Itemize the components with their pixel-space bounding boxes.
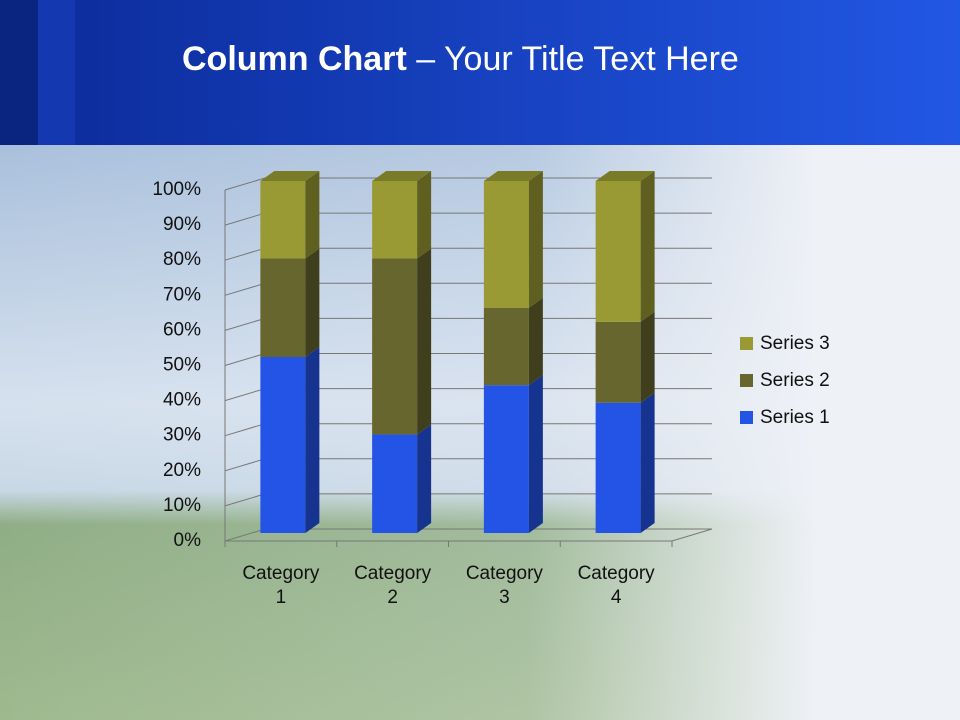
y-tick-label: 20%: [163, 460, 201, 481]
bar: [372, 171, 432, 259]
bar-side: [640, 311, 655, 403]
bar-side: [640, 171, 655, 322]
bar: [260, 248, 320, 357]
bar-side: [640, 392, 655, 533]
bar-front: [372, 434, 418, 533]
x-tick-label: Category 1: [242, 563, 320, 608]
bar: [483, 171, 543, 308]
bar: [595, 311, 655, 403]
bar-side: [417, 171, 432, 259]
bar: [595, 171, 655, 322]
legend-label: Series 1: [760, 407, 830, 428]
title-bold: Column Chart: [182, 40, 407, 78]
bar: [483, 297, 543, 386]
y-tick-label: 0%: [174, 530, 202, 551]
bar-front: [483, 181, 529, 308]
bar-front: [483, 307, 529, 386]
bar: [260, 171, 320, 259]
bar-top: [595, 171, 655, 181]
y-tick-label: 70%: [163, 284, 201, 305]
bar-side: [305, 347, 320, 533]
y-tick-label: 10%: [163, 495, 201, 516]
slide-title: Column Chart – Your Title Text Here: [182, 40, 739, 79]
bar-front: [372, 258, 418, 435]
x-tick-label: Category 4: [577, 563, 655, 608]
bar-front: [595, 181, 641, 322]
bar-top: [483, 171, 543, 181]
bar-side: [417, 424, 432, 533]
bar-side: [417, 248, 432, 435]
bar-front: [595, 402, 641, 533]
bar: [260, 347, 320, 533]
legend-swatch: [740, 337, 753, 350]
legend-label: Series 3: [760, 333, 830, 354]
bar-side: [305, 248, 320, 357]
bar: [372, 424, 432, 533]
y-tick-label: 30%: [163, 425, 201, 446]
y-tick-label: 100%: [152, 179, 201, 200]
bar-front: [260, 181, 306, 259]
bar-front: [372, 181, 418, 259]
bar-side: [528, 297, 543, 386]
title-rest: – Your Title Text Here: [416, 40, 739, 78]
x-tick-label: Category 3: [465, 563, 543, 608]
y-tick-label: 90%: [163, 214, 201, 235]
bar-side: [305, 171, 320, 259]
bar-top: [372, 171, 432, 181]
legend-label: Series 2: [760, 370, 830, 391]
legend-swatch: [740, 374, 753, 387]
bar: [483, 375, 543, 533]
y-tick-label: 80%: [163, 249, 201, 270]
y-tick-label: 60%: [163, 319, 201, 340]
bar-front: [595, 321, 641, 403]
bar-side: [528, 375, 543, 533]
bar-top: [260, 171, 320, 181]
bar-front: [260, 357, 306, 533]
bar-front: [483, 385, 529, 533]
legend-swatch: [740, 411, 753, 424]
x-tick-label: Category 2: [354, 563, 432, 608]
bar: [595, 392, 655, 533]
bar: [372, 248, 432, 435]
bar-front: [260, 258, 306, 357]
y-tick-label: 50%: [163, 355, 201, 376]
bar-side: [528, 171, 543, 308]
y-tick-label: 40%: [163, 390, 201, 411]
